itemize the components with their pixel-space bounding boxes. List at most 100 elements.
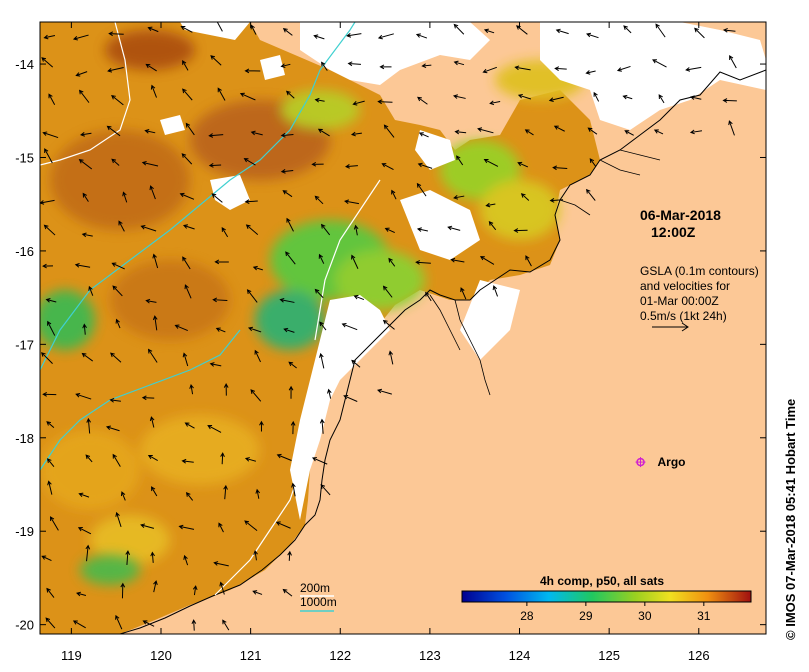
velocity-arrow-icon [524, 129, 534, 136]
velocity-arrow-icon [219, 581, 225, 595]
velocity-arrow-icon [589, 158, 597, 167]
velocity-arrow-icon [417, 162, 433, 169]
velocity-arrow-icon [47, 480, 53, 495]
velocity-arrow-icon [211, 193, 223, 203]
colorbar-title: 4h comp, p50, all sats [540, 574, 664, 588]
date-label-2: 12:00Z [651, 224, 696, 240]
velocity-arrow-icon [250, 24, 257, 35]
velocity-arrow-icon [42, 131, 59, 139]
velocity-arrow-icon [41, 555, 52, 562]
velocity-arrow-icon [318, 253, 325, 264]
velocity-arrow-icon [244, 520, 258, 531]
velocity-arrow-icon [285, 90, 295, 99]
velocity-arrow-icon [587, 127, 598, 135]
velocity-arrow-icon [145, 298, 157, 304]
coastline [119, 69, 766, 634]
velocity-arrow-icon [86, 417, 92, 434]
velocity-arrow-icon [77, 527, 92, 535]
velocity-arrow-icon [425, 291, 432, 302]
velocity-arrow-icon [314, 195, 324, 205]
velocity-arrow-icon [107, 67, 124, 73]
velocity-arrow-icon [108, 31, 124, 37]
velocity-arrow-icon [351, 359, 361, 368]
velocity-arrow-icon [352, 100, 365, 106]
velocity-arrow-icon [252, 265, 263, 271]
velocity-arrow-icon [152, 253, 159, 269]
velocity-arrow-icon [178, 524, 195, 530]
velocity-arrow-icon [353, 294, 365, 301]
velocity-arrow-icon [115, 318, 121, 329]
velocity-arrow-icon [382, 285, 393, 298]
velocity-arrow-icon [622, 94, 633, 100]
velocity-arrow-icon [223, 383, 229, 396]
lat-tick-label: -18 [15, 431, 34, 446]
velocity-arrow-icon [548, 96, 564, 103]
velocity-arrow-icon [314, 288, 324, 299]
velocity-arrow-icon [42, 263, 53, 269]
velocity-arrow-icon [182, 352, 189, 367]
velocity-arrow-icon [555, 28, 569, 35]
velocity-arrow-icon [694, 27, 705, 39]
velocity-arrow-icon [452, 94, 466, 99]
velocity-arrow-icon [109, 397, 121, 403]
velocity-arrow-icon [243, 158, 256, 166]
velocity-arrow-icon [111, 158, 120, 166]
velocity-arrow-icon [655, 23, 666, 38]
velocity-arrow-icon [49, 516, 59, 531]
gsla-note-line-4: 0.5m/s (1kt 24h) [640, 309, 727, 323]
velocity-arrow-icon [81, 232, 93, 238]
velocity-arrow-icon [252, 590, 263, 595]
contour-legend-1000m-label: 1000m [300, 595, 337, 609]
gsla-note-line-1: GSLA (0.1m contours) [640, 264, 759, 278]
lon-tick-label: 121 [240, 648, 262, 663]
velocity-arrow-icon [391, 189, 397, 200]
velocity-arrow-icon [379, 64, 392, 70]
velocity-arrow-icon [460, 287, 467, 300]
velocity-arrow-icon [488, 220, 497, 231]
velocity-arrow-icon [291, 482, 296, 497]
velocity-arrow-icon [416, 227, 428, 232]
velocity-arrow-icon [453, 23, 465, 35]
velocity-arrow-icon [142, 620, 155, 627]
colorbar [461, 590, 752, 603]
velocity-arrow-icon [181, 458, 194, 464]
velocity-arrow-icon [482, 66, 497, 74]
velocity-arrow-icon [319, 352, 325, 369]
velocity-arrow-icon [149, 416, 155, 428]
velocity-arrow-icon [144, 129, 156, 134]
lon-tick-label: 126 [688, 648, 710, 663]
velocity-arrow-icon [149, 185, 156, 200]
velocity-arrow-icon [75, 71, 88, 77]
velocity-arrow-icon [453, 60, 465, 66]
velocity-arrow-icon [276, 453, 292, 461]
velocity-arrow-icon [585, 188, 596, 201]
velocity-arrow-icon [208, 133, 224, 138]
velocity-arrow-icon [377, 99, 393, 105]
velocity-arrow-icon [477, 127, 494, 134]
contour-200m [40, 22, 381, 596]
velocity-arrow-icon [319, 321, 327, 331]
velocity-arrow-icon [290, 420, 296, 435]
velocity-arrow-icon [383, 124, 395, 138]
velocity-arrow-icon [479, 256, 495, 265]
velocity-arrow-icon [106, 125, 121, 137]
velocity-arrow-icon [189, 383, 194, 395]
velocity-arrow-icon [456, 155, 464, 166]
velocity-arrow-icon [214, 259, 229, 265]
velocity-arrow-icon [209, 362, 222, 367]
velocity-arrow-icon [112, 285, 123, 297]
velocity-arrow-icon [381, 163, 394, 170]
velocity-arrow-icon [728, 120, 735, 136]
velocity-arrow-icon [313, 34, 325, 40]
velocity-arrow-icon [40, 352, 53, 365]
contour-1000m [40, 22, 356, 471]
colorbar-tick-label: 29 [579, 609, 593, 623]
velocity-arrow-icon [653, 129, 664, 135]
velocity-arrow-icon [212, 297, 228, 303]
velocity-arrow-icon [152, 315, 158, 331]
velocity-arrow-icon [616, 65, 631, 72]
velocity-arrow-icon [85, 454, 93, 463]
velocity-arrow-icon [74, 262, 91, 268]
velocity-arrow-icon [111, 262, 125, 270]
velocity-arrow-icon [182, 60, 189, 71]
